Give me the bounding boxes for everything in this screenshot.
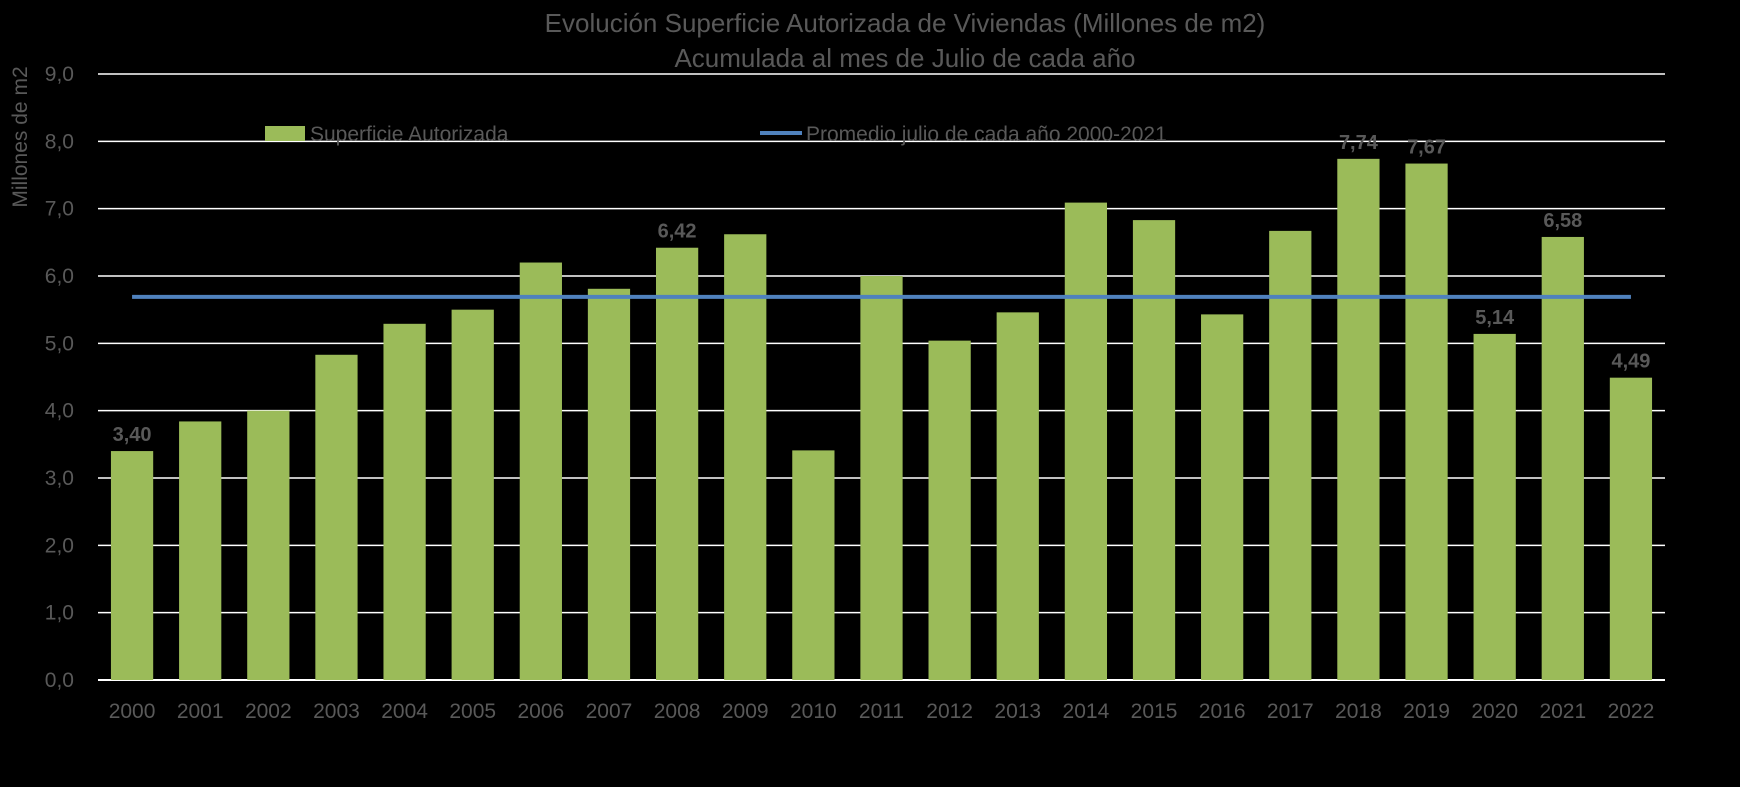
y-tick-label: 3,0 <box>45 467 74 490</box>
data-labels: 3,40 6,42 7,74 7,67 5,14 6,58 4,49 <box>113 132 1651 446</box>
x-tick-label: 2000 <box>109 700 156 723</box>
x-tick-label: 2009 <box>722 700 769 723</box>
x-tick-label: 2021 <box>1539 700 1586 723</box>
bar-2013 <box>996 312 1039 680</box>
x-axis-ticks: 2000 2001 2002 2003 2004 2005 2006 2007 2008 2009… <box>109 700 1655 723</box>
chart-title: Evolución Superficie Autorizada de Vivie… <box>545 8 1266 38</box>
y-tick-label: 5,0 <box>45 332 74 355</box>
bar-2021 <box>1541 236 1584 681</box>
bar-2009 <box>724 234 767 680</box>
y-tick-label: 1,0 <box>45 602 74 625</box>
data-label-2019: 7,67 <box>1407 137 1446 159</box>
bar-2008 <box>655 247 699 680</box>
chart-subtitle: Acumulada al mes de Julio de cada año <box>674 43 1135 73</box>
bar-2001 <box>179 421 222 680</box>
y-tick-label: 8,0 <box>45 130 74 153</box>
bar-2003 <box>315 354 358 680</box>
y-axis-title: Millones de m2 <box>9 66 32 207</box>
bar-2006 <box>519 262 562 680</box>
bar-series <box>110 158 1653 681</box>
data-label-2000: 3,40 <box>113 424 152 446</box>
legend-line-label: Promedio julio de cada año 2000-2021 <box>806 123 1167 146</box>
legend-bar-swatch <box>265 126 305 141</box>
bar-2019 <box>1405 163 1448 680</box>
bar-2012 <box>928 340 971 680</box>
y-tick-label: 7,0 <box>45 198 74 221</box>
bar-2010 <box>792 450 835 680</box>
y-tick-label: 4,0 <box>45 400 74 423</box>
x-tick-label: 2013 <box>994 700 1041 723</box>
x-tick-label: 2002 <box>245 700 292 723</box>
data-label-2022: 4,49 <box>1611 351 1650 373</box>
x-tick-label: 2012 <box>926 700 973 723</box>
x-tick-label: 2001 <box>177 700 224 723</box>
bar-2016 <box>1201 314 1244 680</box>
bar-2004 <box>383 323 426 680</box>
x-tick-label: 2007 <box>586 700 633 723</box>
data-label-2020: 5,14 <box>1475 307 1515 329</box>
legend: Superficie Autorizada Promedio julio de … <box>265 123 1167 146</box>
bar-2017 <box>1269 230 1312 681</box>
bar-2000 <box>110 451 154 680</box>
x-tick-label: 2016 <box>1199 700 1246 723</box>
x-tick-label: 2020 <box>1471 700 1518 723</box>
x-tick-label: 2005 <box>449 700 496 723</box>
bar-2005 <box>451 309 494 680</box>
x-tick-label: 2018 <box>1335 700 1382 723</box>
bar-2002 <box>247 410 290 680</box>
y-axis-ticks: 0,0 1,0 2,0 3,0 4,0 5,0 6,0 7,0 8,0 9,0 <box>45 63 74 692</box>
bar-2015 <box>1132 220 1176 680</box>
x-tick-label: 2014 <box>1063 700 1110 723</box>
x-tick-label: 2006 <box>517 700 564 723</box>
bar-2007 <box>587 288 631 680</box>
x-tick-label: 2004 <box>381 700 428 723</box>
x-tick-label: 2022 <box>1608 700 1655 723</box>
bar-2011 <box>860 276 903 680</box>
x-tick-label: 2003 <box>313 700 360 723</box>
x-tick-label: 2010 <box>790 700 837 723</box>
x-tick-label: 2015 <box>1131 700 1178 723</box>
y-tick-label: 2,0 <box>45 534 74 557</box>
x-tick-label: 2011 <box>859 700 904 723</box>
data-label-2021: 6,58 <box>1543 210 1582 232</box>
bar-2020 <box>1473 333 1516 680</box>
y-tick-label: 0,0 <box>45 669 74 692</box>
legend-bar-label: Superficie Autorizada <box>310 123 509 146</box>
bar-2014 <box>1064 202 1108 680</box>
bar-2018 <box>1337 158 1380 681</box>
data-label-2018: 7,74 <box>1339 132 1379 154</box>
x-tick-label: 2019 <box>1403 700 1450 723</box>
y-tick-label: 9,0 <box>45 63 74 86</box>
bar-2022 <box>1609 377 1653 680</box>
data-label-2008: 6,42 <box>658 221 697 243</box>
x-tick-label: 2008 <box>654 700 701 723</box>
y-tick-label: 6,0 <box>45 265 74 288</box>
x-tick-label: 2017 <box>1267 700 1314 723</box>
